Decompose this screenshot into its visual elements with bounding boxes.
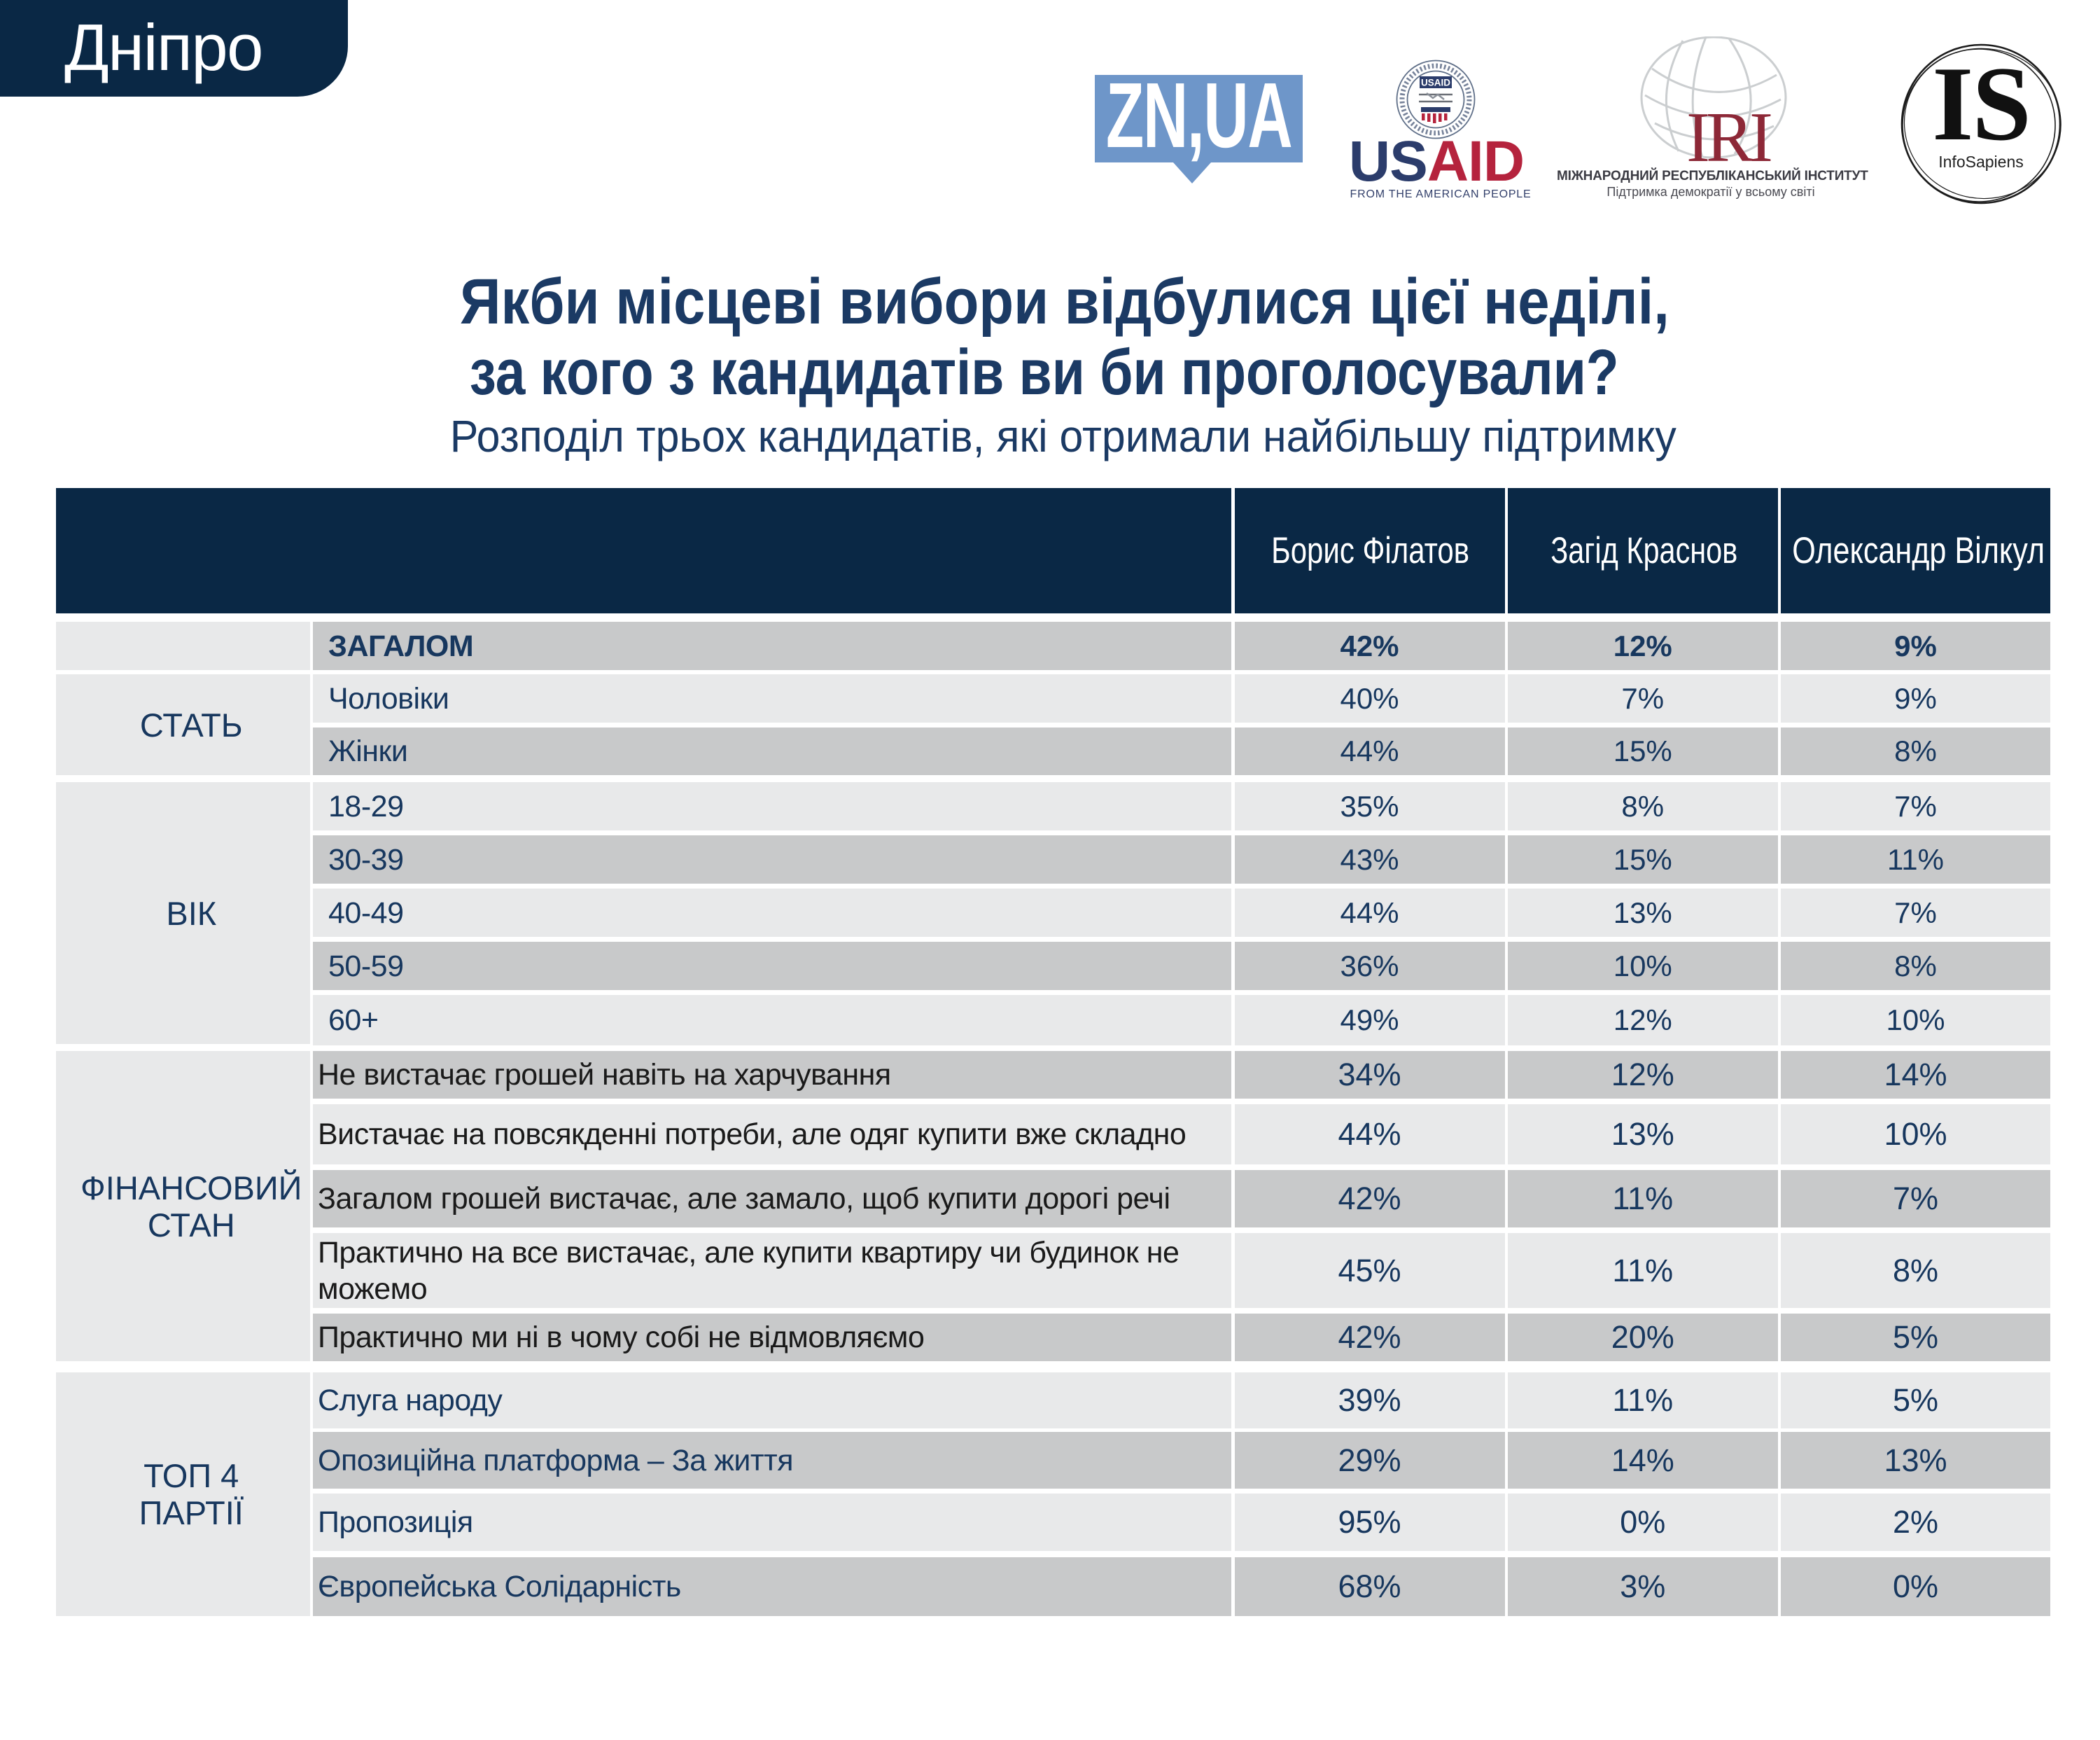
svg-text:USAID: USAID — [1421, 78, 1450, 88]
